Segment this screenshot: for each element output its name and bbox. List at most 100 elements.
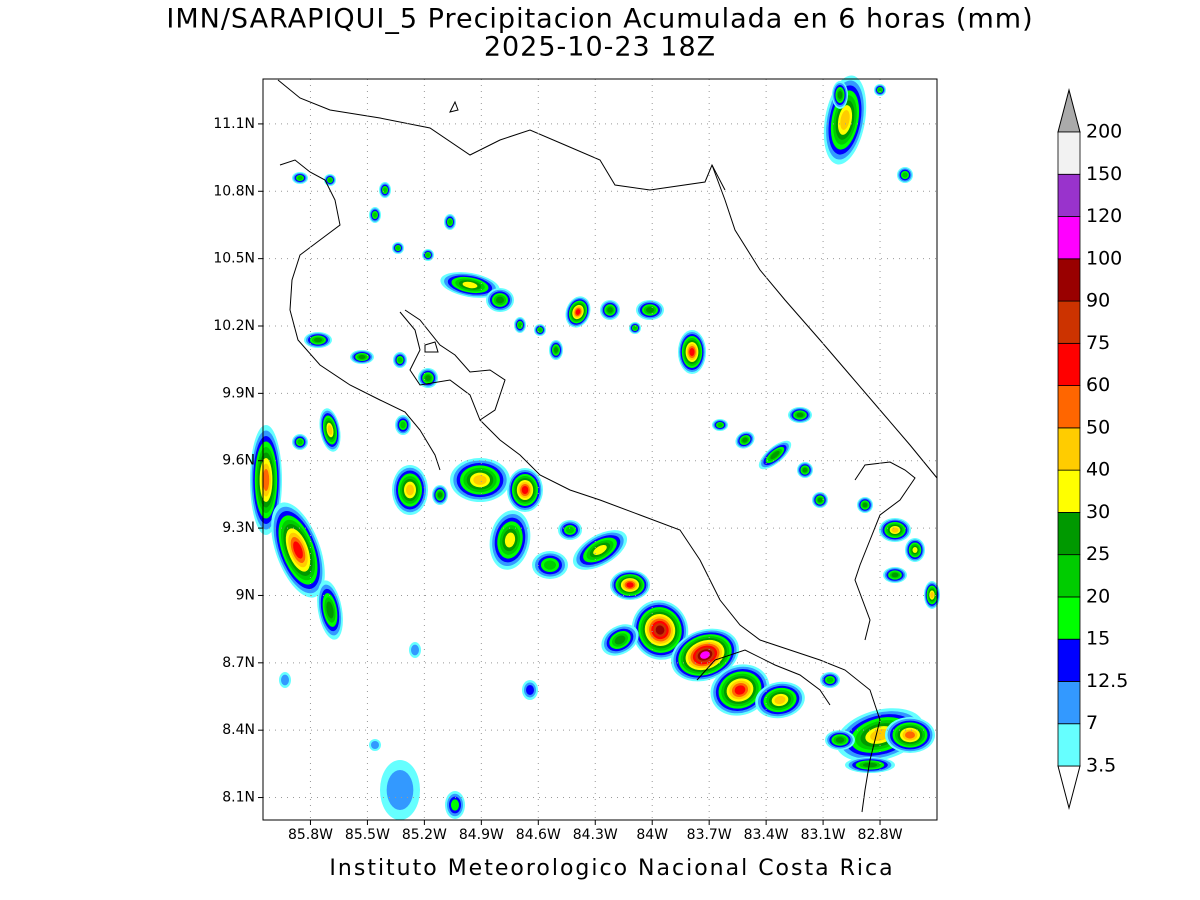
x-tick-label: 85.5W	[345, 827, 390, 843]
colorbar-box	[1057, 723, 1081, 767]
rain-cell	[432, 485, 448, 505]
rain-band	[802, 467, 808, 473]
rain-band	[373, 212, 377, 218]
rain-cell	[883, 567, 907, 583]
rain-band	[538, 328, 542, 332]
island	[449, 100, 459, 113]
colorbar-label: 30	[1086, 501, 1110, 523]
rain-cell	[369, 207, 381, 223]
footer: Instituto Meteorologico Nacional Costa R…	[329, 856, 894, 881]
border-line	[854, 461, 916, 641]
rain-cell	[820, 672, 840, 688]
rain-band	[297, 176, 303, 180]
colorbar-label: 60	[1086, 374, 1110, 396]
rain-band	[633, 326, 637, 330]
rain-cell	[832, 81, 848, 109]
rain-band	[878, 88, 882, 92]
y-tick-label: 9.6N	[222, 453, 255, 469]
rain-band	[293, 541, 303, 559]
rain-band	[327, 425, 333, 435]
rain-cell	[712, 419, 728, 431]
rain-band	[614, 635, 626, 645]
rain-cell	[380, 760, 420, 820]
colorbar-box	[1057, 469, 1081, 513]
rain-cell	[304, 332, 332, 348]
over-triangle	[1057, 88, 1081, 133]
rain-band	[770, 450, 780, 460]
coast-line	[711, 164, 938, 479]
y-tick-label: 9N	[236, 587, 255, 603]
rain-cell	[631, 600, 689, 660]
rain-band	[504, 532, 516, 548]
rain-cell	[507, 468, 543, 512]
x-tick-label: 84.6W	[516, 827, 561, 843]
rain-band	[473, 475, 487, 485]
rain-band	[700, 651, 710, 659]
colorbar-label: 20	[1086, 585, 1110, 607]
rain-cell	[874, 84, 886, 96]
rain-cell	[534, 324, 546, 336]
rain-cell	[825, 730, 855, 750]
y-tick-label: 8.7N	[222, 655, 255, 671]
colorbar-label: 200	[1086, 121, 1122, 143]
y-tick-label: 10.2N	[213, 318, 255, 334]
rain-cell	[514, 317, 526, 333]
colorbar-box	[1057, 638, 1081, 682]
rain-band	[496, 296, 504, 304]
rain-band	[371, 741, 379, 749]
rain-cell	[857, 497, 873, 513]
coast-line	[479, 419, 881, 813]
map-frame	[262, 78, 938, 821]
colorbar-label: 90	[1086, 290, 1110, 312]
rain-band	[930, 591, 934, 599]
rain-band	[905, 731, 915, 739]
colorbar-box	[1057, 385, 1081, 429]
rain-band	[742, 437, 748, 443]
rain-band	[400, 421, 406, 429]
rain-cell	[422, 249, 434, 261]
rain-cell	[317, 580, 343, 640]
y-tick-label: 10.5N	[213, 251, 255, 267]
rain-band	[837, 91, 843, 99]
rain-band	[717, 423, 723, 427]
rain-cell	[812, 492, 828, 508]
rain-cell	[788, 407, 812, 423]
rain-cell	[532, 551, 568, 579]
rain-cell	[572, 530, 628, 570]
under-triangle	[1057, 765, 1081, 810]
rain-band	[902, 172, 908, 178]
rain-cell	[319, 408, 341, 452]
border-line	[696, 649, 831, 706]
rain-band	[451, 799, 459, 811]
rain-cell	[445, 791, 465, 819]
rain-band	[386, 770, 414, 810]
rain-band	[328, 178, 332, 182]
rain-band	[448, 219, 452, 225]
rain-band	[862, 502, 868, 508]
x-tick-label: 85.2W	[402, 827, 447, 843]
y-tick-label: 9.3N	[222, 520, 255, 536]
rain-band	[774, 695, 786, 705]
colorbar-label: 12.5	[1086, 670, 1128, 692]
x-tick-label: 83.7W	[687, 827, 732, 843]
rain-band	[817, 497, 823, 503]
rain-cell	[444, 214, 456, 230]
y-tick-label: 11.1N	[213, 116, 255, 132]
rain-band	[689, 348, 695, 356]
rain-band	[646, 307, 654, 313]
rain-cell	[369, 739, 381, 751]
rain-cell	[379, 182, 391, 198]
colorbar-box	[1057, 258, 1081, 302]
title: IMN/SARAPIQUI_5 Precipitacion Acumulada …	[166, 4, 1033, 35]
rain-band	[566, 526, 574, 534]
rain-band	[835, 737, 845, 743]
rain-band	[526, 685, 534, 695]
rain-band	[437, 492, 443, 498]
rain-band	[326, 601, 334, 619]
rain-band	[262, 469, 270, 491]
rain-cell	[292, 172, 308, 184]
rain-cell	[758, 440, 792, 470]
subtitle: 2025-10-23 18Z	[484, 32, 716, 63]
x-tick-label: 85.8W	[288, 827, 333, 843]
